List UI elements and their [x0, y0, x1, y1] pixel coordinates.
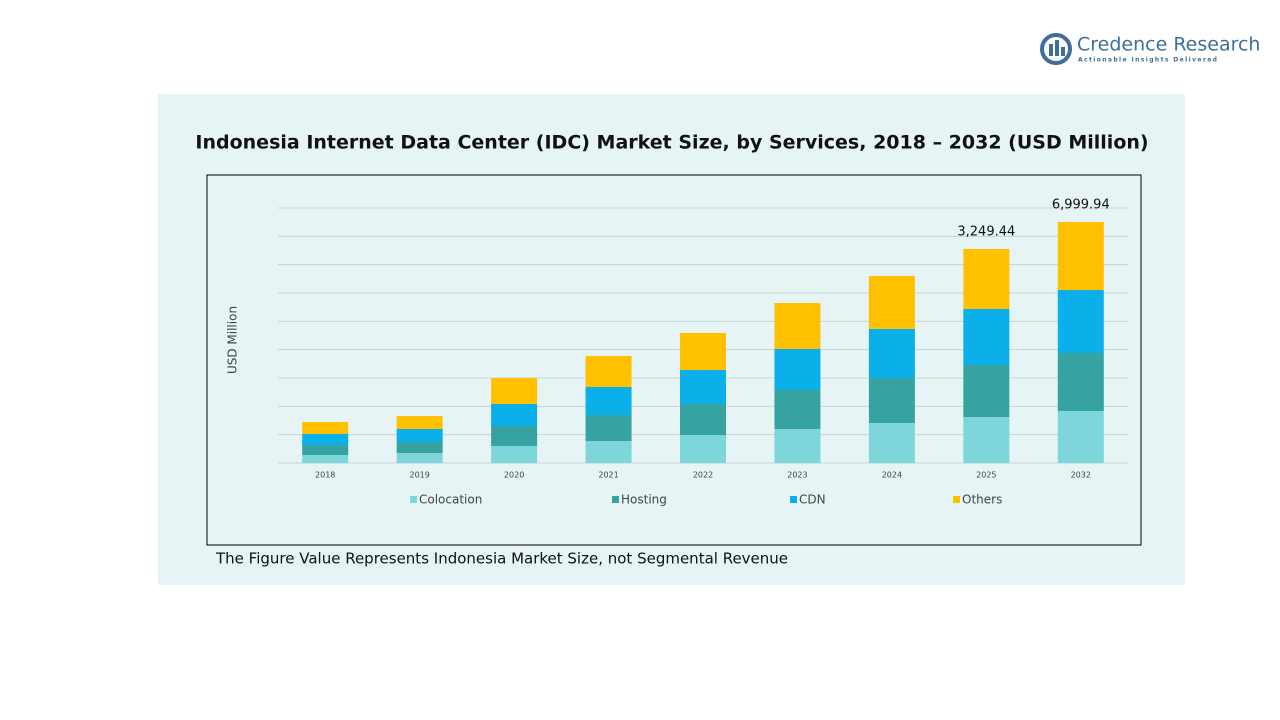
- bar-segment: [302, 454, 349, 463]
- legend-swatch: [953, 496, 960, 503]
- bar-segment: [491, 378, 538, 404]
- x-tick-label: 2024: [882, 471, 902, 480]
- legend-label: CDN: [799, 493, 826, 507]
- bar-segment: [774, 429, 821, 463]
- bar-segment: [396, 453, 443, 463]
- bar-segment: [585, 386, 632, 416]
- bar-segment: [963, 309, 1010, 366]
- x-tick-label: 2018: [315, 471, 335, 480]
- x-tick-label: 2020: [504, 471, 524, 480]
- bar-segment: [1057, 352, 1104, 412]
- bar-segment: [585, 415, 632, 442]
- bar-segment: [868, 377, 915, 423]
- bar-segment: [963, 365, 1010, 417]
- bar-segment: [680, 403, 726, 435]
- bar-segment: [774, 302, 821, 349]
- bar-segment: [1057, 221, 1104, 290]
- bar-segment: [680, 332, 726, 370]
- x-tick-label: 2032: [1071, 471, 1091, 480]
- bar-segment: [491, 425, 538, 446]
- x-tick-label: 2021: [598, 471, 618, 480]
- bar-segment: [868, 275, 915, 329]
- brand-tagline: Actionable Insights Delivered: [1078, 57, 1218, 64]
- y-axis-label: USD Million: [226, 306, 240, 374]
- bar-segment: [396, 441, 443, 454]
- bar-segment: [396, 429, 443, 442]
- legend-label: Others: [962, 493, 1002, 507]
- bar-segment: [963, 249, 1010, 310]
- legend-swatch: [410, 496, 417, 503]
- bar-segment: [1057, 411, 1104, 463]
- brand-name: Credence Research: [1077, 34, 1260, 56]
- bar-segment: [585, 356, 632, 387]
- footnote: The Figure Value Represents Indonesia Ma…: [215, 550, 788, 568]
- x-tick-label: 2022: [693, 471, 713, 480]
- legend-label: Colocation: [419, 493, 482, 507]
- chart-title: Indonesia Internet Data Center (IDC) Mar…: [195, 132, 1148, 154]
- logo-icon: [1040, 33, 1072, 65]
- bar-segment: [302, 445, 349, 455]
- bar-segment: [680, 369, 726, 404]
- bar-segment: [491, 446, 538, 463]
- x-tick-label: 2025: [976, 471, 996, 480]
- x-tick-label: 2023: [787, 471, 807, 480]
- total-label: 3,249.44: [957, 225, 1015, 240]
- legend-swatch: [612, 496, 619, 503]
- x-tick-label: 2019: [409, 471, 429, 480]
- bar-segment: [868, 422, 915, 463]
- bar-segment: [491, 403, 538, 426]
- bar-segment: [963, 416, 1010, 463]
- bar-segment: [302, 421, 349, 434]
- bar-segment: [302, 433, 349, 446]
- legend-label: Hosting: [621, 493, 667, 507]
- chart-frame: [206, 174, 1142, 546]
- bar-segment: [396, 416, 443, 429]
- total-label: 6,999.94: [1052, 197, 1110, 212]
- legend-swatch: [790, 496, 797, 503]
- bar-segment: [774, 390, 821, 429]
- bar-segment: [868, 328, 915, 378]
- panel: [158, 94, 1185, 585]
- bar-segment: [585, 441, 632, 463]
- bar-segment: [680, 434, 726, 463]
- bar-segment: [774, 348, 821, 391]
- bar-segment: [1057, 289, 1104, 353]
